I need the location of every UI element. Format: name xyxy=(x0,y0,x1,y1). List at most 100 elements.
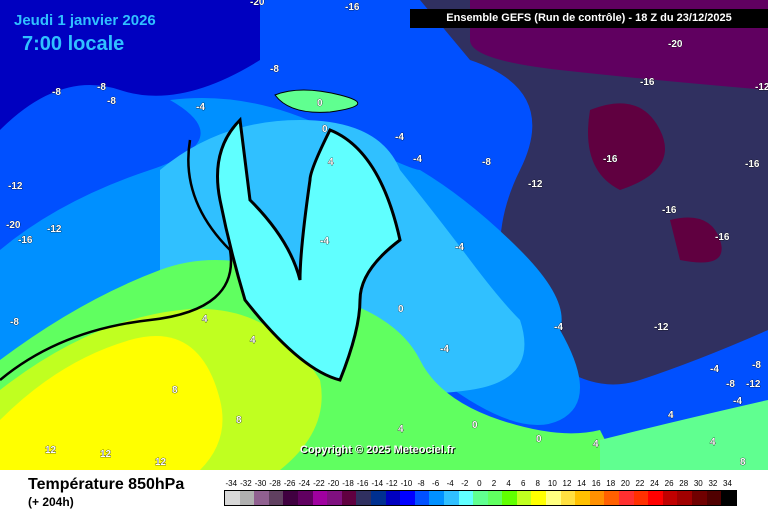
legend-swatch xyxy=(327,491,342,505)
legend-tick: 4 xyxy=(506,479,511,488)
lead-time: (+ 204h) xyxy=(28,495,74,509)
legend-tick: 0 xyxy=(477,479,482,488)
legend-tick: -2 xyxy=(461,479,469,488)
contour-label: 4 xyxy=(668,410,674,421)
forecast-date: Jeudi 1 janvier 2026 xyxy=(14,12,156,29)
contour-label: -8 xyxy=(752,360,761,371)
legend-tick: -28 xyxy=(269,479,281,488)
legend-swatch xyxy=(225,491,240,505)
legend-swatch xyxy=(589,491,605,505)
contour-label: 8 xyxy=(172,385,178,396)
contour-label: -4 xyxy=(710,364,719,375)
legend-ticks: -34 -32 -30 -28 -26 -24 -22 -20 -18 -16 -14 -12 -10-… xyxy=(224,479,735,488)
legend-tick: -20 xyxy=(327,479,340,488)
contour-label: -20 xyxy=(668,39,683,50)
legend-swatch xyxy=(502,491,517,505)
contour-label: -8 xyxy=(52,87,61,98)
contour-label: -16 xyxy=(640,77,655,88)
contour-label: -16 xyxy=(603,154,618,165)
contour-label: 0 xyxy=(472,420,478,431)
legend-swatch xyxy=(283,491,298,505)
iceland xyxy=(274,89,359,113)
legend-swatch xyxy=(254,491,269,505)
legend-swatch xyxy=(443,491,459,505)
contour-label: 8 xyxy=(740,457,746,468)
contour-label: -12 xyxy=(47,224,62,235)
legend-swatch xyxy=(414,491,430,505)
contour-label: -8 xyxy=(97,82,106,93)
legend-swatch xyxy=(619,491,634,505)
legend-swatch xyxy=(473,491,488,505)
legend-swatch xyxy=(341,491,357,505)
contour-label: -8 xyxy=(726,379,735,390)
legend-swatch xyxy=(297,491,313,505)
contour-label: -16 xyxy=(715,232,730,243)
legend-swatch xyxy=(356,491,371,505)
yellow-region xyxy=(0,336,223,470)
legend-tick: -18 xyxy=(342,479,354,488)
legend-tick: 6 xyxy=(520,479,526,488)
legend-tick: 16 xyxy=(591,479,601,488)
legend-swatch xyxy=(575,491,590,505)
legend-tick: -26 xyxy=(283,479,296,488)
contour-label: -16 xyxy=(745,159,760,170)
legend-tick: 34 xyxy=(723,479,732,488)
contour-label: -12 xyxy=(8,181,23,192)
contour-label: -4 xyxy=(320,236,329,247)
legend-swatch xyxy=(648,491,663,505)
legend-swatch xyxy=(312,491,328,505)
legend-swatch xyxy=(721,491,736,505)
contour-label: 4 xyxy=(202,314,208,325)
contour-label: 4 xyxy=(710,437,716,448)
contour-label: -8 xyxy=(107,96,116,107)
legend-panel: Température 850hPa (+ 204h) -34 -32 -30 -28… xyxy=(0,470,768,512)
legend-tick: 30 xyxy=(693,479,703,488)
contour-label: -20 xyxy=(6,220,21,231)
contour-label: -4 xyxy=(395,132,404,143)
forecast-local-time: 7:00 locale xyxy=(22,33,125,55)
legend-swatch xyxy=(458,491,474,505)
legend-swatch xyxy=(239,491,255,505)
contour-label: 0 xyxy=(398,304,404,315)
contour-label: -4 xyxy=(554,322,563,333)
legend-tick: -8 xyxy=(417,479,425,488)
contour-label: 8 xyxy=(236,415,242,426)
contour-label: -12 xyxy=(746,379,761,390)
legend-swatch xyxy=(385,491,401,505)
legend-tick: -16 xyxy=(356,479,369,488)
legend-tick: 8 xyxy=(535,479,540,488)
contour-label: 4 xyxy=(250,335,256,346)
legend-tick: -6 xyxy=(432,479,440,488)
legend-swatch xyxy=(706,491,722,505)
legend-swatch xyxy=(516,491,532,505)
purple-patch-east2 xyxy=(670,217,722,263)
contour-label: 0 xyxy=(322,124,328,135)
contour-label: -12 xyxy=(654,322,669,333)
legend-swatch xyxy=(604,491,620,505)
purple-patch-east xyxy=(588,103,665,190)
legend-tick: -34 xyxy=(225,479,238,488)
legend-swatch xyxy=(370,491,386,505)
contour-label: -12 xyxy=(755,82,768,93)
legend-swatch xyxy=(633,491,649,505)
contour-label: 0 xyxy=(536,434,542,445)
zero-contour xyxy=(216,116,402,382)
legend-swatch xyxy=(677,491,692,505)
legend-swatch xyxy=(400,491,415,505)
contour-label: -4 xyxy=(196,102,205,113)
contour-label: 12 xyxy=(45,445,57,456)
copyright: Copyright © 2025 Meteociel.fr xyxy=(300,444,455,456)
legend-tick: -30 xyxy=(254,479,267,488)
legend-swatch xyxy=(487,491,503,505)
parameter-title: Température 850hPa xyxy=(28,476,185,493)
legend-tick: 20 xyxy=(620,479,630,488)
contour-label: -12 xyxy=(528,179,543,190)
zero-contour-west xyxy=(0,139,233,381)
legend-tick: 26 xyxy=(664,479,674,488)
contour-label: -4 xyxy=(413,154,422,165)
contour-label: -16 xyxy=(662,205,677,216)
legend-tick: 24 xyxy=(650,479,659,488)
legend-tick: 10 xyxy=(547,479,557,488)
contour-label: 12 xyxy=(100,449,112,460)
contour-label: -16 xyxy=(345,2,360,13)
